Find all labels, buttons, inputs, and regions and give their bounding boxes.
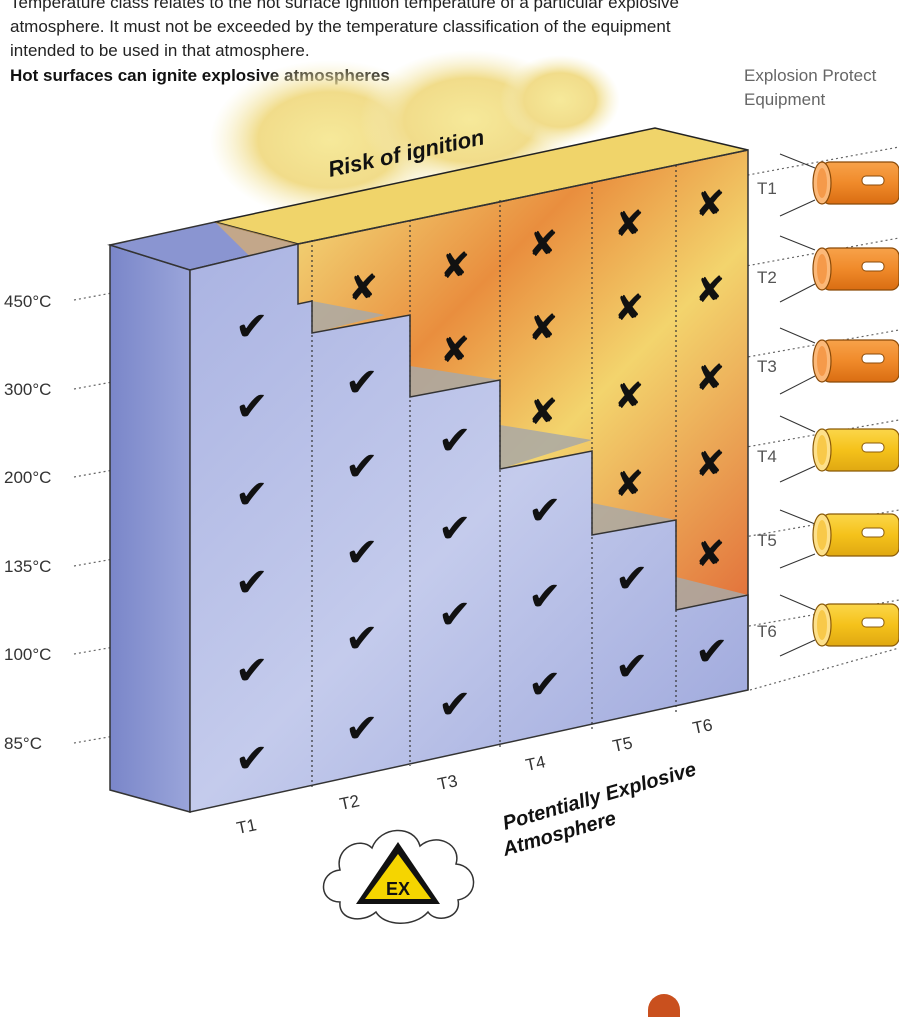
ignite-mark: ✘ (695, 444, 725, 485)
step-shadows (312, 301, 748, 610)
ok-mark: ✔ (235, 472, 269, 518)
ok-mark: ✔ (438, 506, 472, 552)
atm-label-t2: T2 (338, 791, 361, 814)
intro-line-2: atmosphere. It must not be exceeded by t… (10, 17, 671, 36)
ignite-mark: ✘ (614, 204, 644, 245)
temp-label-100: 100°C (4, 645, 52, 664)
ignite-mark: ✘ (614, 376, 644, 417)
ex-cloud-icon: EX (322, 829, 475, 924)
equipment-leader-lines (779, 153, 816, 657)
ok-mark: ✔ (615, 556, 649, 602)
temp-label-200: 200°C (4, 468, 52, 487)
atm-label-t5: T5 (611, 733, 634, 756)
atmosphere-class-labels: T1 T2 T3 T4 T5 T6 (235, 715, 714, 838)
safe-block-side (109, 243, 191, 813)
eq-label-t1: T1 (757, 179, 777, 198)
device-t3-icon (812, 339, 899, 383)
eq-label-t2: T2 (757, 268, 777, 287)
ok-mark: ✔ (345, 530, 379, 576)
ok-mark: ✔ (235, 304, 269, 350)
device-t1-icon (812, 161, 899, 205)
ok-mark: ✔ (438, 592, 472, 638)
column-dividers (311, 165, 677, 787)
intro-line-3: intended to be used in that atmosphere. (10, 41, 310, 60)
eq-label-t4: T4 (757, 447, 777, 466)
eq-label-t3: T3 (757, 357, 777, 376)
device-t4-icon (812, 428, 899, 472)
ok-mark: ✔ (235, 384, 269, 430)
temp-label-300: 300°C (4, 380, 52, 399)
temp-label-450: 450°C (4, 292, 52, 311)
grid-frame (297, 149, 749, 690)
ignite-mark: ✘ (440, 330, 470, 371)
ok-mark: ✔ (438, 682, 472, 728)
ignite-marks: ✘ ✘ ✘ ✘ ✘ ✘ ✘ ✘ ✘ ✘ ✘ ✘ ✘ ✘ ✘ (348, 184, 725, 575)
ok-mark: ✔ (345, 360, 379, 406)
atm-label-t4: T4 (524, 752, 547, 775)
ignite-mark: ✘ (614, 288, 644, 329)
ok-mark: ✔ (438, 418, 472, 464)
equipment-title-line-2: Equipment (744, 90, 826, 109)
ignite-mark: ✘ (528, 224, 558, 265)
ok-mark: ✔ (528, 488, 562, 534)
ok-mark: ✔ (345, 444, 379, 490)
ignite-mark: ✘ (695, 534, 725, 575)
eq-label-t6: T6 (757, 622, 777, 641)
ignite-mark: ✘ (614, 464, 644, 505)
bottom-dot-icon (648, 994, 680, 1017)
intro-line-1: Temperature class relates to the hot sur… (10, 0, 680, 12)
ignite-mark: ✘ (695, 270, 725, 311)
atm-label-t3: T3 (436, 771, 459, 794)
equipment-title: Explosion Protect Equipment (744, 64, 876, 112)
ex-symbol-text: EX (386, 879, 410, 899)
equipment-devices (812, 161, 899, 647)
equipment-title-line-1: Explosion Protect (744, 66, 877, 85)
device-t2-icon (812, 247, 899, 291)
intro-text: Temperature class relates to the hot sur… (10, 0, 870, 63)
safe-marks: ✔ ✔ ✔ ✔ ✔ ✔ ✔ ✔ ✔ ✔ ✔ ✔ ✔ ✔ ✔ ✔ ✔ ✔ ✔ ✔ … (235, 304, 729, 782)
temp-label-85: 85°C (4, 734, 42, 753)
flame-cloud (210, 50, 620, 220)
device-t5-icon (812, 513, 899, 557)
device-t6-icon (812, 603, 899, 647)
ignite-mark: ✘ (348, 268, 378, 309)
ok-mark: ✔ (235, 736, 269, 782)
ok-mark: ✔ (345, 616, 379, 662)
ok-mark: ✔ (615, 644, 649, 690)
ignite-mark: ✘ (695, 184, 725, 225)
eq-label-t5: T5 (757, 531, 777, 550)
ok-mark: ✔ (345, 706, 379, 752)
ignite-mark: ✘ (695, 358, 725, 399)
ignite-mark: ✘ (440, 246, 470, 287)
atm-label-t6: T6 (691, 715, 714, 738)
ok-mark: ✔ (235, 560, 269, 606)
ok-mark: ✔ (528, 662, 562, 708)
ok-mark: ✔ (695, 629, 729, 675)
ok-mark: ✔ (235, 648, 269, 694)
ok-mark: ✔ (528, 574, 562, 620)
temperature-lines (73, 146, 899, 744)
equipment-class-labels: T1 T2 T3 T4 T5 T6 (757, 179, 777, 641)
temp-label-135: 135°C (4, 557, 52, 576)
ignite-mark: ✘ (528, 392, 558, 433)
ignite-mark: ✘ (528, 308, 558, 349)
atm-label-t1: T1 (235, 815, 258, 838)
